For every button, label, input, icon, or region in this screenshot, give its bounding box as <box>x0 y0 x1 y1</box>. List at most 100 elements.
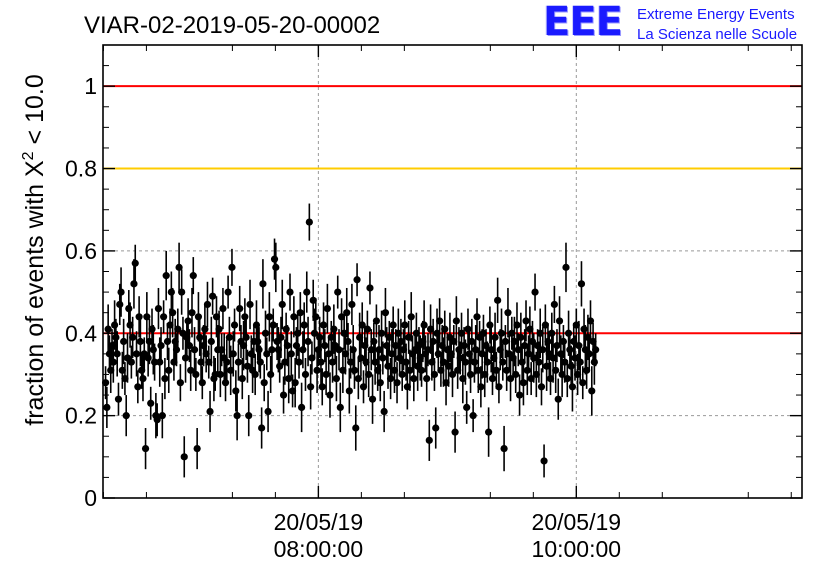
data-point <box>345 387 353 395</box>
data-point <box>265 313 273 321</box>
data-point <box>540 457 548 465</box>
data-point <box>354 374 362 383</box>
data-point <box>148 325 156 333</box>
data-point <box>466 370 475 379</box>
data-point <box>194 313 203 321</box>
data-point <box>504 309 512 317</box>
data-point <box>185 342 194 350</box>
data-point <box>246 300 254 309</box>
data-point <box>407 313 415 321</box>
data-point <box>131 259 139 267</box>
data-point <box>144 354 152 362</box>
data-point <box>296 309 304 317</box>
data-point <box>188 309 196 317</box>
data-point <box>113 350 121 358</box>
data-point <box>141 444 150 453</box>
data-point <box>380 407 388 416</box>
data-point <box>157 342 165 350</box>
data-point <box>277 333 285 341</box>
data-point <box>268 346 276 354</box>
data-point <box>162 272 170 280</box>
data-point <box>234 358 243 366</box>
data-point <box>576 358 584 366</box>
data-point <box>368 395 377 403</box>
data-point <box>117 288 125 296</box>
data-point <box>464 325 472 333</box>
data-point <box>554 395 562 403</box>
data-point <box>420 321 428 329</box>
data-point <box>125 304 133 313</box>
data-point <box>190 346 199 354</box>
y-tick-label: 0.4 <box>65 320 97 346</box>
data-point <box>276 362 284 370</box>
x-tick-label-date: 20/05/19 <box>532 509 622 535</box>
data-point <box>562 263 570 271</box>
data-point <box>254 337 262 346</box>
data-point <box>176 379 184 387</box>
data-point <box>552 366 560 374</box>
data-point <box>305 218 313 226</box>
data-point <box>330 325 338 333</box>
data-point <box>523 366 531 374</box>
data-point <box>259 280 267 288</box>
data-point <box>485 428 493 436</box>
data-point <box>350 366 359 374</box>
data-point <box>270 255 279 263</box>
data-point <box>291 379 299 387</box>
data-point <box>153 416 161 424</box>
data-point <box>322 370 330 379</box>
data-point <box>230 321 239 329</box>
data-point <box>477 383 485 391</box>
data-point <box>318 383 326 391</box>
data-point <box>143 313 151 321</box>
chart-title: VIAR-02-2019-05-20-00002 <box>84 12 380 39</box>
data-point <box>172 346 181 354</box>
data-point <box>563 374 571 383</box>
data-point <box>332 374 341 383</box>
data-point <box>261 329 270 337</box>
data-point <box>429 337 437 346</box>
data-point <box>215 325 223 333</box>
data-point <box>568 383 577 391</box>
y-axis-label-suffix: < 10.0 <box>21 74 49 151</box>
data-point <box>134 383 142 391</box>
data-point <box>312 313 320 321</box>
data-point <box>402 358 410 366</box>
eee-logo-mark: EEE <box>543 0 623 45</box>
data-point <box>517 333 525 341</box>
data-point <box>120 337 128 346</box>
data-point <box>236 304 244 313</box>
data-point <box>567 362 575 370</box>
data-point <box>483 358 491 366</box>
data-point <box>287 350 295 358</box>
x-tick-label-time: 10:00:00 <box>532 536 622 562</box>
data-point <box>283 342 292 350</box>
y-tick-label: 0.2 <box>65 403 97 429</box>
data-point <box>417 366 426 374</box>
eee-logo: EEE Extreme Energy Events La Scienza nel… <box>543 0 833 46</box>
data-point <box>193 444 201 453</box>
data-point <box>326 391 334 399</box>
data-point <box>544 337 552 346</box>
data-point <box>243 362 252 370</box>
x-tick-label-time: 08:00:00 <box>274 536 364 562</box>
data-point <box>201 325 209 333</box>
data-point <box>499 358 507 366</box>
data-points <box>101 203 600 478</box>
data-point <box>203 300 212 309</box>
data-point <box>156 358 164 366</box>
data-point <box>132 350 141 358</box>
data-point <box>441 325 449 333</box>
data-point <box>260 379 268 387</box>
data-point <box>263 350 271 358</box>
data-point <box>469 412 477 420</box>
data-point <box>180 453 188 461</box>
data-point <box>269 321 277 329</box>
data-point <box>189 272 197 280</box>
data-point <box>537 383 546 391</box>
data-point <box>229 350 237 358</box>
data-point <box>495 383 503 391</box>
data-point <box>432 424 440 432</box>
data-point <box>165 366 173 374</box>
